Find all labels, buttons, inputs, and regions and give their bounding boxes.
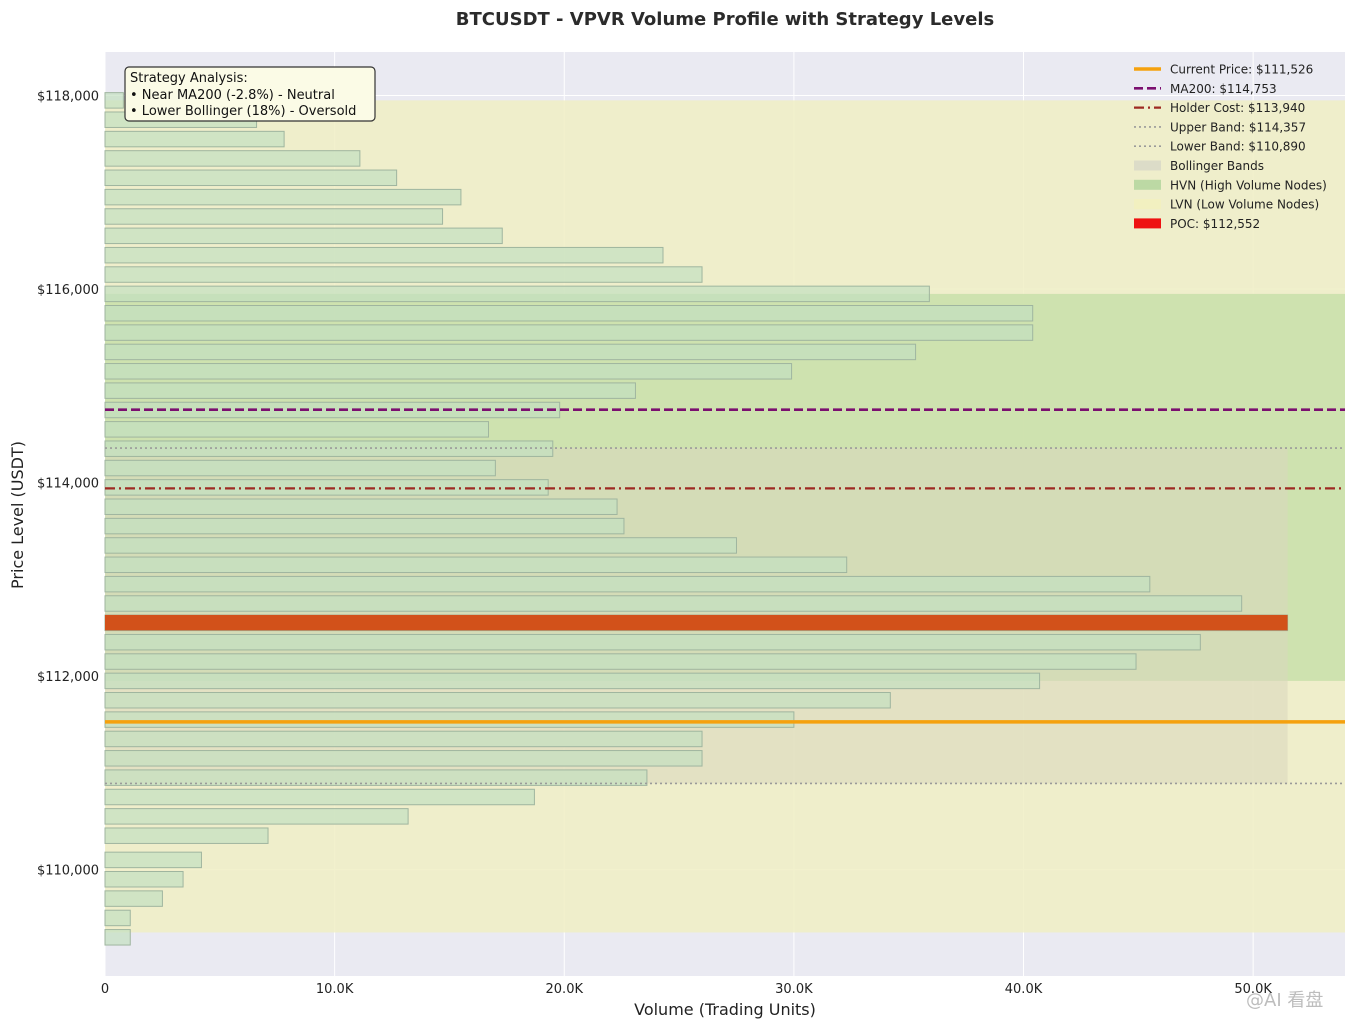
legend-label: Holder Cost: $113,940 <box>1170 101 1305 115</box>
y-tick-label: $110,000 <box>37 864 99 879</box>
legend-label: HVN (High Volume Nodes) <box>1170 178 1327 192</box>
x-tick-label: 50.0K <box>1234 982 1272 997</box>
volume-bar <box>104 382 636 399</box>
strategy-analysis-box: Strategy Analysis: • Near MA200 (-2.8%) … <box>124 66 376 122</box>
volume-bar <box>104 672 1041 690</box>
volume-bar <box>104 692 891 709</box>
x-tick-label: 40.0K <box>1005 982 1043 997</box>
volume-bar <box>104 929 131 946</box>
annotation-line: Strategy Analysis: <box>130 71 248 86</box>
volume-bar <box>104 421 489 438</box>
axis-ticks: 0 10.0K 20.0K 30.0K 40.0K 50.0K $110,000 $112,0… <box>37 90 1272 997</box>
legend-label: LVN (Low Volume Nodes) <box>1170 198 1319 212</box>
volume-bar <box>104 653 1137 670</box>
x-axis-label: Volume (Trading Units) <box>634 1000 816 1019</box>
x-tick-label: 20.0K <box>546 982 584 997</box>
volume-bar <box>104 246 664 264</box>
volume-bar <box>104 769 648 786</box>
volume-bar <box>104 909 131 927</box>
volume-bar <box>104 169 398 187</box>
volume-bar <box>104 324 1034 341</box>
legend-swatch <box>1134 199 1161 210</box>
chart-title: BTCUSDT - VPVR Volume Profile with Strat… <box>456 9 994 30</box>
legend-label: POC: $112,552 <box>1170 217 1260 231</box>
y-tick-label: $114,000 <box>37 477 99 492</box>
volume-bar <box>104 343 917 361</box>
volume-bar <box>104 575 1151 593</box>
volume-bar <box>104 517 625 535</box>
volume-bar <box>104 750 703 767</box>
chart-legend: Current Price: $111,526 MA200: $114,753 Ho… <box>1134 63 1327 231</box>
volume-bar <box>104 266 703 283</box>
volume-bar <box>104 188 462 206</box>
legend-swatch <box>1134 179 1161 190</box>
volume-bar <box>104 808 409 825</box>
legend-label: MA200: $114,753 <box>1170 82 1277 96</box>
watermark-text: @AI 看盘 <box>1246 990 1323 1011</box>
poc-bar <box>105 614 1288 631</box>
y-axis-label: Price Level (USDT) <box>8 441 27 589</box>
volume-bar <box>104 730 703 748</box>
volume-bar <box>104 556 848 574</box>
volume-bar <box>104 537 737 554</box>
volume-bar <box>104 92 124 109</box>
volume-bars <box>104 92 1289 946</box>
y-tick-label: $112,000 <box>37 670 99 685</box>
volume-bar <box>104 363 793 380</box>
annotation-line: • Near MA200 (-2.8%) - Neutral <box>130 88 335 103</box>
volume-bar <box>104 633 1201 651</box>
legend-swatch <box>1134 218 1161 229</box>
volume-bar <box>104 227 503 245</box>
annotation-line: • Lower Bollinger (18%) - Oversold <box>130 104 356 119</box>
x-tick-label: 10.0K <box>316 982 354 997</box>
volume-bar <box>104 130 285 148</box>
volume-bar <box>104 285 930 303</box>
volume-bar <box>104 208 444 225</box>
volume-bar <box>104 890 163 907</box>
legend-swatch <box>1134 160 1161 171</box>
volume-bar <box>104 788 535 806</box>
volume-bar <box>104 459 496 477</box>
volume-bar <box>104 304 1034 322</box>
legend-label: Bollinger Bands <box>1170 159 1264 173</box>
volume-bar <box>104 150 361 167</box>
legend-label: Upper Band: $114,357 <box>1170 120 1306 134</box>
volume-bar <box>104 498 618 515</box>
volume-bar <box>104 711 795 728</box>
legend-label: Lower Band: $110,890 <box>1170 140 1306 154</box>
volume-bar <box>104 851 202 869</box>
y-tick-label: $116,000 <box>37 283 99 298</box>
y-tick-label: $118,000 <box>37 90 99 105</box>
strategy-levels <box>105 408 1345 785</box>
x-tick-label: 0 <box>101 982 109 997</box>
volume-bar <box>104 827 269 844</box>
legend-label: Current Price: $111,526 <box>1170 63 1313 77</box>
volume-bar <box>104 595 1243 612</box>
volume-bar <box>104 871 184 888</box>
x-tick-label: 30.0K <box>775 982 813 997</box>
